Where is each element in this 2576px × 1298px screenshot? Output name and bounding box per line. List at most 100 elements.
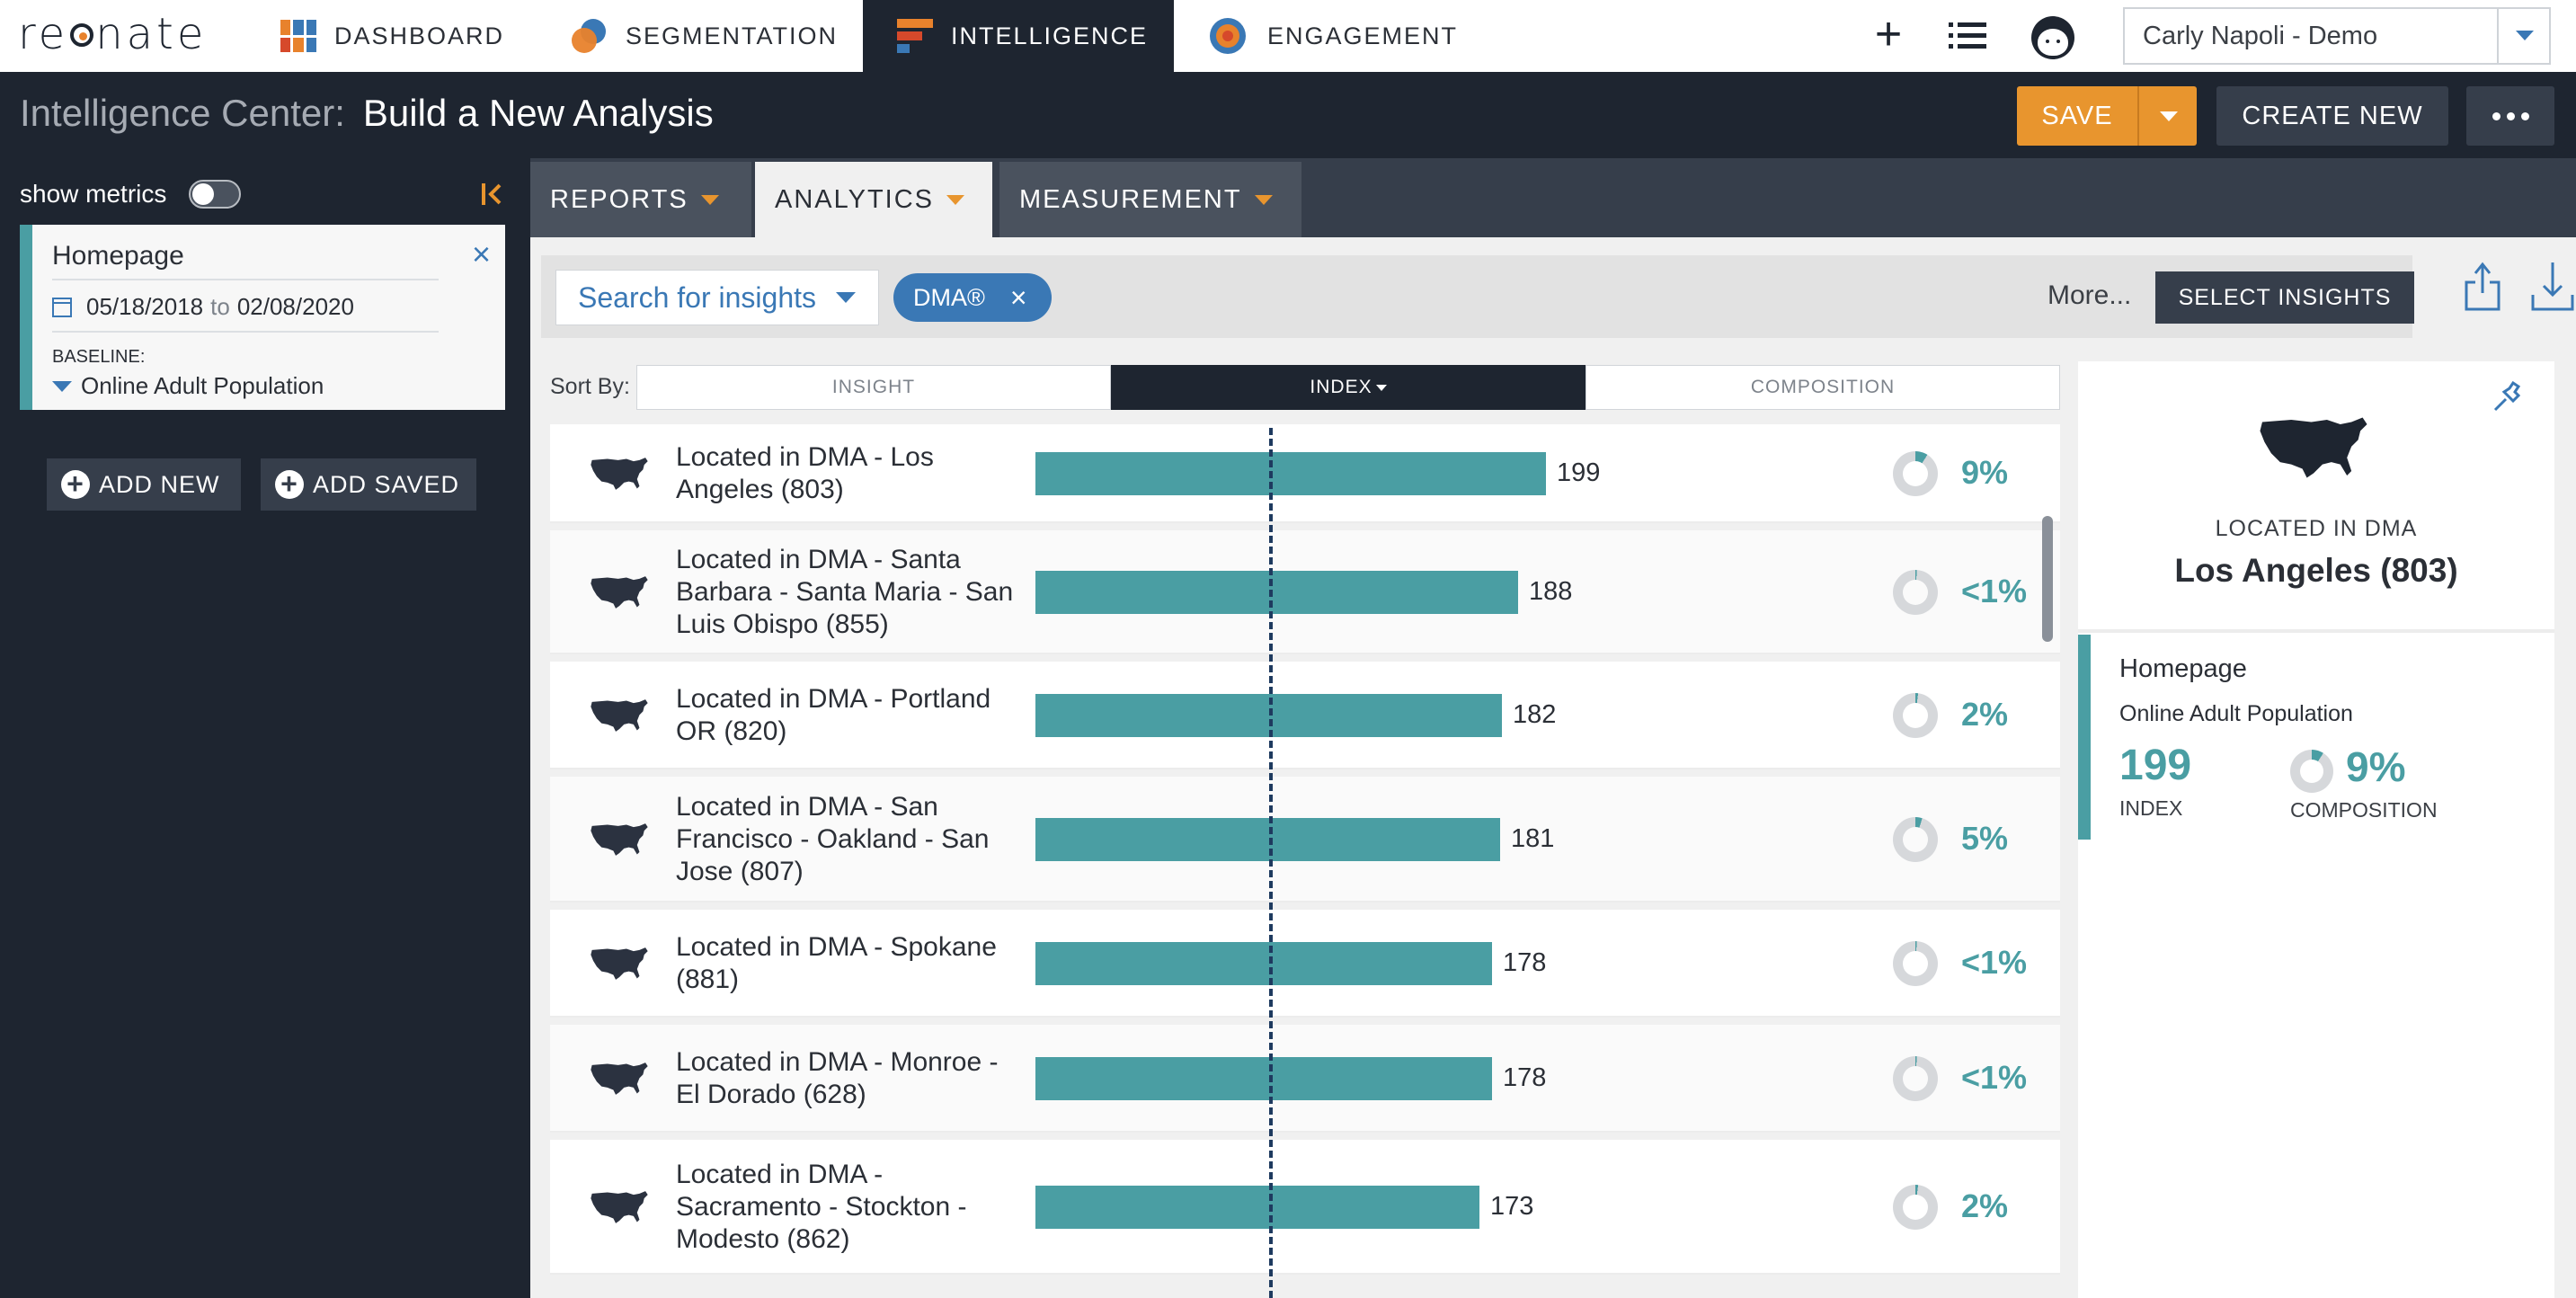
sort-by-label: Sort By: (550, 374, 630, 399)
more-options-button[interactable] (2466, 86, 2554, 146)
more-link[interactable]: More... (2047, 280, 2132, 310)
divider (52, 279, 439, 280)
analysis-tab-bar: REPORTS ANALYTICS MEASUREMENT (530, 158, 2576, 237)
dot-icon (2520, 111, 2529, 120)
show-metrics-label: show metrics (20, 180, 167, 208)
list-scrollbar[interactable] (2042, 516, 2053, 642)
index-bar (1035, 942, 1492, 985)
save-options-chevron-icon[interactable] (2137, 86, 2197, 146)
sort-composition-button[interactable]: COMPOSITION (1586, 365, 2060, 410)
segment-name: Homepage (52, 241, 184, 271)
tab-analytics[interactable]: ANALYTICS (755, 162, 992, 237)
tab-reports[interactable]: REPORTS (530, 162, 751, 237)
avatar-icon[interactable] (2031, 16, 2074, 59)
insight-row[interactable]: Located in DMA - Santa Barbara - Santa M… (550, 530, 2060, 654)
user-select-value: Carly Napoli - Demo (2143, 21, 2378, 50)
index-value: 182 (1513, 700, 1557, 729)
usa-map-icon (590, 572, 649, 613)
composition-donut-icon (1893, 1185, 1938, 1230)
resonate-logo[interactable]: re nate (18, 9, 208, 59)
engagement-icon (1210, 18, 1246, 54)
nav-tab-segmentation[interactable]: SEGMENTATION (570, 0, 838, 72)
segmentation-icon (570, 17, 608, 55)
pin-icon[interactable] (2492, 381, 2524, 413)
insight-row[interactable]: Located in DMA - San Francisco - Oakland… (550, 777, 2060, 902)
chevron-down-icon (836, 292, 857, 303)
usa-map-icon (590, 453, 649, 494)
insight-row[interactable]: Located in DMA - Portland OR (820) 182 2% (550, 662, 2060, 769)
composition-value: <1% (1961, 1059, 2028, 1096)
baseline-value: Online Adult Population (81, 372, 324, 399)
chevron-down-icon[interactable] (2497, 9, 2549, 63)
sort-index-button[interactable]: INDEX (1111, 365, 1586, 410)
insight-label: Located in DMA - Spokane (881) (676, 932, 997, 994)
tab-measurement[interactable]: MEASUREMENT (999, 162, 1301, 237)
filter-chip-dma[interactable]: DMA® × (893, 273, 1052, 322)
plus-circle-icon: + (275, 469, 304, 499)
nav-tab-intelligence[interactable]: INTELLIGENCE (863, 0, 1174, 72)
index-value: 178 (1503, 1063, 1547, 1092)
sort-insight-button[interactable]: INSIGHT (636, 365, 1111, 410)
baseline-select[interactable]: Online Adult Population (52, 372, 324, 400)
composition-value: 5% (1961, 820, 2009, 857)
close-icon[interactable]: × (1009, 280, 1027, 314)
composition-donut-icon (1893, 570, 1938, 615)
divider (52, 331, 439, 333)
nav-tab-engagement[interactable]: ENGAGEMENT (1210, 0, 1458, 72)
usa-map-icon (590, 943, 649, 984)
add-saved-label: ADD SAVED (313, 470, 460, 498)
insight-row[interactable]: Located in DMA - Los Angeles (803) 199 9% (550, 424, 2060, 523)
chevron-down-icon (700, 194, 719, 205)
insight-row[interactable]: Located in DMA - Spokane (881) 178 <1% (550, 910, 2060, 1018)
save-button-label: SAVE (2041, 101, 2113, 130)
insight-row[interactable]: Located in DMA - Monroe - El Dorado (628… (550, 1025, 2060, 1133)
user-select[interactable]: Carly Napoli - Demo (2123, 7, 2551, 65)
nav-tab-label: DASHBOARD (334, 22, 505, 49)
add-saved-button[interactable]: + ADD SAVED (261, 458, 476, 511)
composition-donut-icon (2290, 750, 2333, 793)
insight-row[interactable]: Located in DMA - Sacramento - Stockton -… (550, 1140, 2060, 1275)
date-to-word: to (210, 293, 230, 320)
share-icon[interactable] (2465, 261, 2500, 311)
detail-segment-name: Homepage (2119, 654, 2247, 683)
insight-label: Located in DMA - Sacramento - Stockton -… (676, 1160, 967, 1254)
tab-analytics-label: ANALYTICS (775, 184, 935, 214)
select-insights-button[interactable]: SELECT INSIGHTS (2155, 271, 2414, 324)
top-nav: re nate DASHBOARD SEGMENTATION INTELLIGEN… (0, 0, 2576, 72)
save-button[interactable]: SAVE (2017, 86, 2197, 146)
index-value: 199 (1557, 458, 1601, 487)
composition-donut-icon (1893, 817, 1938, 862)
detail-index-value: 199 (2119, 742, 2192, 789)
usa-map-icon (590, 819, 649, 860)
composition-value: 2% (1961, 1187, 2009, 1224)
index-bar (1035, 452, 1546, 495)
collapse-sidebar-icon[interactable] (480, 182, 507, 207)
chevron-down-icon (1375, 384, 1387, 391)
list-icon[interactable] (1949, 22, 1986, 50)
show-metrics-toggle[interactable] (189, 180, 241, 209)
nav-tab-label: INTELLIGENCE (951, 22, 1149, 49)
add-icon[interactable]: + (1874, 8, 1903, 60)
index-bar (1035, 818, 1500, 861)
detail-baseline: Online Adult Population (2119, 701, 2353, 726)
download-icon[interactable] (2531, 261, 2574, 311)
nav-tab-dashboard[interactable]: DASHBOARD (280, 0, 504, 72)
add-new-button[interactable]: + ADD NEW (47, 458, 241, 511)
segment-card[interactable]: Homepage × 05/18/2018 to 02/08/2020 BASE… (20, 225, 505, 410)
nav-tab-label: SEGMENTATION (626, 22, 839, 49)
dot-icon (2492, 111, 2500, 120)
segment-date-range[interactable]: 05/18/2018 to 02/08/2020 (52, 293, 354, 321)
add-new-label: ADD NEW (99, 470, 220, 498)
dot-icon (2506, 111, 2515, 120)
insight-detail-panel: LOCATED IN DMA Los Angeles (803) Homepag… (2078, 361, 2554, 1298)
baseline-label: BASELINE: (52, 347, 146, 367)
insight-label: Located in DMA - Los Angeles (803) (676, 442, 934, 504)
composition-value: 9% (1961, 454, 2009, 491)
tab-reports-label: REPORTS (550, 184, 688, 214)
search-insights-dropdown[interactable]: Search for insights (555, 270, 879, 325)
insight-label: Located in DMA - Monroe - El Dorado (628… (676, 1047, 999, 1109)
header-bar: Intelligence Center: Build a New Analysis… (0, 72, 2576, 158)
composition-donut-icon (1893, 1056, 1938, 1101)
create-new-button[interactable]: CREATE NEW (2216, 86, 2448, 146)
close-icon[interactable]: × (471, 236, 491, 272)
